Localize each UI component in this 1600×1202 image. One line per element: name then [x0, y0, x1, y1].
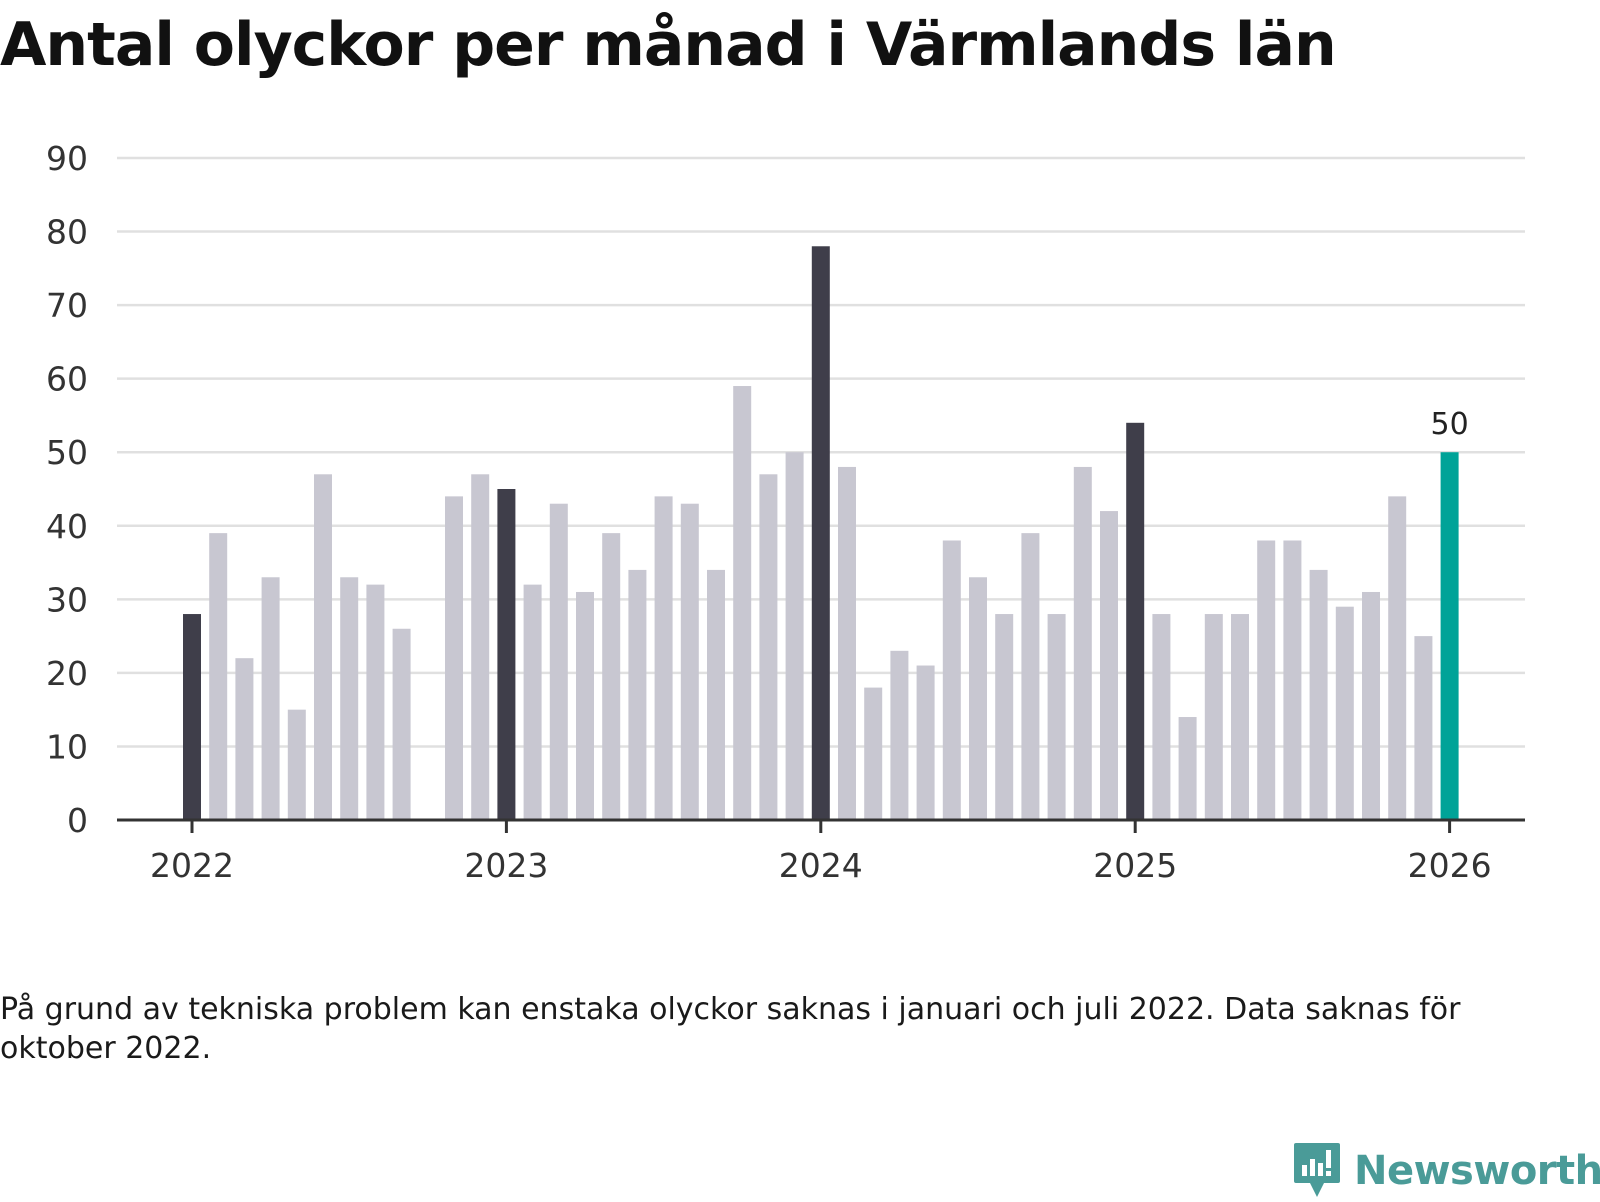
bar-2022-09: [392, 628, 411, 820]
bar-2023-09: [707, 569, 725, 820]
y-axis-ticks: 0 10 20 30 40 50 60 70 80 90: [46, 139, 88, 840]
bar-2026-01: [1440, 452, 1459, 820]
bar-2024-12: [1100, 511, 1118, 820]
bar-2025-08: [1309, 569, 1328, 820]
x-tick-label: 2022: [150, 846, 234, 885]
bar-2023-10: [733, 386, 752, 820]
bar-2025-05: [1231, 614, 1249, 820]
bars: [183, 246, 1459, 820]
y-tick-label: 40: [46, 507, 88, 546]
bar-2023-04: [576, 591, 594, 820]
y-tick-label: 90: [46, 139, 88, 178]
bar-2025-11: [1388, 496, 1407, 820]
bar-2023-02: [523, 584, 542, 820]
bar-2025-07: [1283, 540, 1302, 820]
latest-value-label: 50: [1431, 407, 1469, 442]
bar-2024-06: [942, 540, 961, 820]
bar-2025-12: [1414, 636, 1433, 820]
bar-2023-03: [549, 503, 568, 820]
bar-2025-02: [1152, 614, 1171, 820]
bar-2025-03: [1178, 717, 1197, 820]
bar-2022-06: [314, 474, 332, 820]
bar-2025-10: [1362, 591, 1380, 820]
bar-2024-03: [864, 687, 883, 820]
bar-2022-05: [287, 709, 306, 820]
data-labels: 50: [1431, 407, 1469, 442]
bar-2024-01: [811, 246, 830, 820]
y-tick-label: 70: [46, 286, 88, 325]
bar-2025-06: [1257, 540, 1276, 820]
bar-2024-11: [1073, 466, 1092, 820]
x-tick-label: 2024: [779, 846, 863, 885]
y-tick-label: 80: [46, 213, 88, 252]
bar-2024-09: [1021, 533, 1040, 820]
brand-logo: Newsworthy: [1292, 1140, 1600, 1202]
chart-title: Antal olyckor per månad i Värmlands län: [0, 10, 1337, 80]
bar-2022-07: [340, 577, 359, 820]
y-tick-label: 60: [46, 360, 88, 399]
x-tick-label: 2026: [1408, 846, 1492, 885]
bar-2022-08: [366, 584, 385, 820]
x-tick-label: 2023: [464, 846, 548, 885]
bar-2022-02: [209, 533, 228, 820]
bar-2024-07: [969, 577, 987, 820]
bar-2024-08: [995, 614, 1014, 820]
brand-name: Newsworthy: [1354, 1148, 1600, 1194]
bar-2025-04: [1204, 614, 1223, 820]
y-tick-label: 50: [46, 433, 88, 472]
bar-2023-11: [759, 474, 778, 820]
bar-2024-04: [890, 650, 909, 820]
bar-2022-12: [471, 474, 490, 820]
bar-chart: 0 10 20 30 40 50 60 70 80 90 2022 2023 2024 2025 2026…: [46, 139, 1525, 885]
bar-2023-12: [785, 452, 804, 820]
x-axis-ticks: 2022 2023 2024 2025 2026: [150, 820, 1492, 885]
bar-2022-03: [235, 658, 254, 820]
bar-2023-06: [628, 569, 647, 820]
x-tick-label: 2025: [1093, 846, 1177, 885]
bar-2023-08: [680, 503, 699, 820]
bar-2022-04: [261, 577, 280, 820]
y-tick-label: 10: [46, 727, 88, 766]
bar-2024-02: [838, 466, 856, 820]
bar-2024-10: [1047, 614, 1066, 820]
y-tick-label: 20: [46, 654, 88, 693]
bar-2024-05: [916, 665, 935, 820]
y-tick-label: 0: [67, 801, 88, 840]
bar-2025-01: [1126, 422, 1145, 820]
bar-2023-07: [654, 496, 673, 820]
newsworthy-logo-icon: [1294, 1143, 1340, 1197]
bar-2022-11: [445, 496, 463, 820]
bar-2023-05: [602, 533, 621, 820]
bar-2022-01: [183, 614, 201, 820]
y-tick-label: 30: [46, 580, 88, 619]
bar-2023-01: [497, 489, 516, 820]
footnote: På grund av tekniska problem kan enstaka…: [0, 992, 1461, 1066]
bar-2025-09: [1335, 606, 1354, 820]
